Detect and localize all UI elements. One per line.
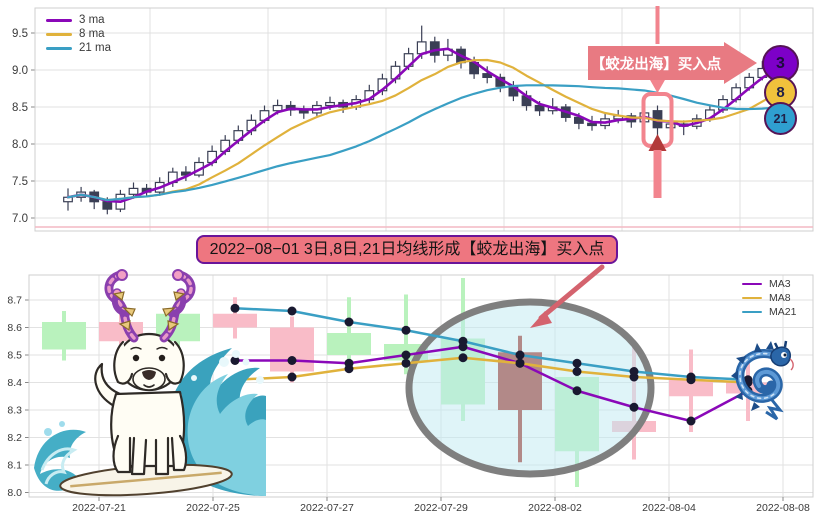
ma3-line-swatch	[46, 18, 72, 22]
left-wave	[34, 421, 86, 491]
dragon-spikes	[731, 341, 774, 411]
svg-text:8.3: 8.3	[7, 405, 22, 417]
svg-text:7.5: 7.5	[12, 176, 28, 188]
ma8-line-swatch	[46, 32, 72, 36]
svg-text:8.1: 8.1	[7, 460, 22, 472]
svg-text:2022-08-08: 2022-08-08	[756, 502, 810, 514]
bottom-chart: 8.7 8.6 8.5 8.4 8.3 8.2 8.1 8.0 2022-07-21 2022-0…	[7, 264, 814, 514]
buy-signal-banner: 【蛟龙出海】买入点	[588, 46, 724, 80]
svg-text:2022-07-29: 2022-07-29	[414, 502, 468, 514]
dragon-image	[731, 340, 794, 421]
dog-ear-right	[164, 340, 185, 385]
ma8-line-swatch	[742, 296, 762, 300]
svg-text:8.0: 8.0	[12, 139, 28, 151]
svg-text:8.7: 8.7	[7, 295, 22, 307]
svg-text:2022-08-02: 2022-08-02	[528, 502, 582, 514]
surfing-dog-image	[34, 269, 266, 497]
dog-mouth	[143, 384, 155, 388]
legend-item-ma8: MA8	[742, 291, 796, 305]
ma21-badge: 21	[764, 102, 797, 135]
ma21-line-swatch	[46, 46, 72, 50]
legend-label: MA3	[769, 278, 791, 290]
legend-item-8ma: 8 ma	[46, 27, 111, 41]
dog-front-leg-left	[130, 436, 148, 476]
legend-label: 8 ma	[79, 28, 105, 40]
dog-ear-left	[113, 340, 134, 385]
ma21-line-swatch	[742, 310, 762, 314]
svg-text:8.5: 8.5	[12, 102, 28, 114]
dragon-head	[770, 340, 794, 371]
dragon-body	[735, 349, 785, 403]
svg-text:2022-08-04: 2022-08-04	[642, 502, 696, 514]
svg-text:9.0: 9.0	[12, 65, 28, 77]
legend-item-ma21: MA21	[742, 305, 796, 319]
dog-hind-leg-right	[170, 434, 188, 472]
dragon-tail	[765, 399, 784, 421]
svg-text:2022-07-25: 2022-07-25	[186, 502, 240, 514]
legend-item-ma3: MA3	[742, 277, 796, 291]
antlers	[104, 269, 196, 343]
dog	[94, 332, 188, 476]
svg-text:2022-07-27: 2022-07-27	[300, 502, 354, 514]
legend-item-3ma: 3 ma	[46, 13, 111, 27]
svg-text:9.5: 9.5	[12, 28, 28, 40]
dog-eye-left	[132, 354, 140, 362]
svg-text:7.0: 7.0	[12, 213, 28, 225]
banner-arrowhead-icon	[724, 42, 757, 84]
legend-label: 3 ma	[79, 14, 105, 26]
dog-tail	[94, 362, 122, 408]
top-chart-legend: 3 ma 8 ma 21 ma	[46, 13, 111, 55]
dog-eye-right	[158, 354, 166, 362]
legend-label: MA21	[769, 306, 797, 318]
svg-text:8.2: 8.2	[7, 432, 22, 444]
dog-nose	[142, 370, 156, 380]
svg-text:8.6: 8.6	[7, 322, 22, 334]
svg-text:8.4: 8.4	[7, 377, 22, 389]
legend-item-21ma: 21 ma	[46, 41, 111, 55]
svg-text:8.0: 8.0	[7, 487, 22, 499]
svg-text:2022-07-21: 2022-07-21	[72, 502, 126, 514]
bottom-chart-legend: MA3 MA8 MA21	[742, 277, 796, 319]
dog-hind-leg-left	[112, 434, 132, 474]
dog-front-leg-right	[154, 436, 170, 476]
surfboard	[59, 463, 233, 497]
legend-label: MA8	[769, 292, 791, 304]
big-wave	[167, 348, 266, 496]
legend-label: 21 ma	[79, 42, 111, 54]
antler-spikes	[112, 291, 186, 332]
signal-title: 2022−08−01 3日,8日,21日均线形成【蛟龙出海】买入点	[196, 235, 618, 264]
top-chart: 9.5 9.0 8.5 8.0 7.5 7.0	[12, 6, 814, 232]
ma3-line-swatch	[742, 282, 762, 286]
svg-text:8.5: 8.5	[7, 350, 22, 362]
